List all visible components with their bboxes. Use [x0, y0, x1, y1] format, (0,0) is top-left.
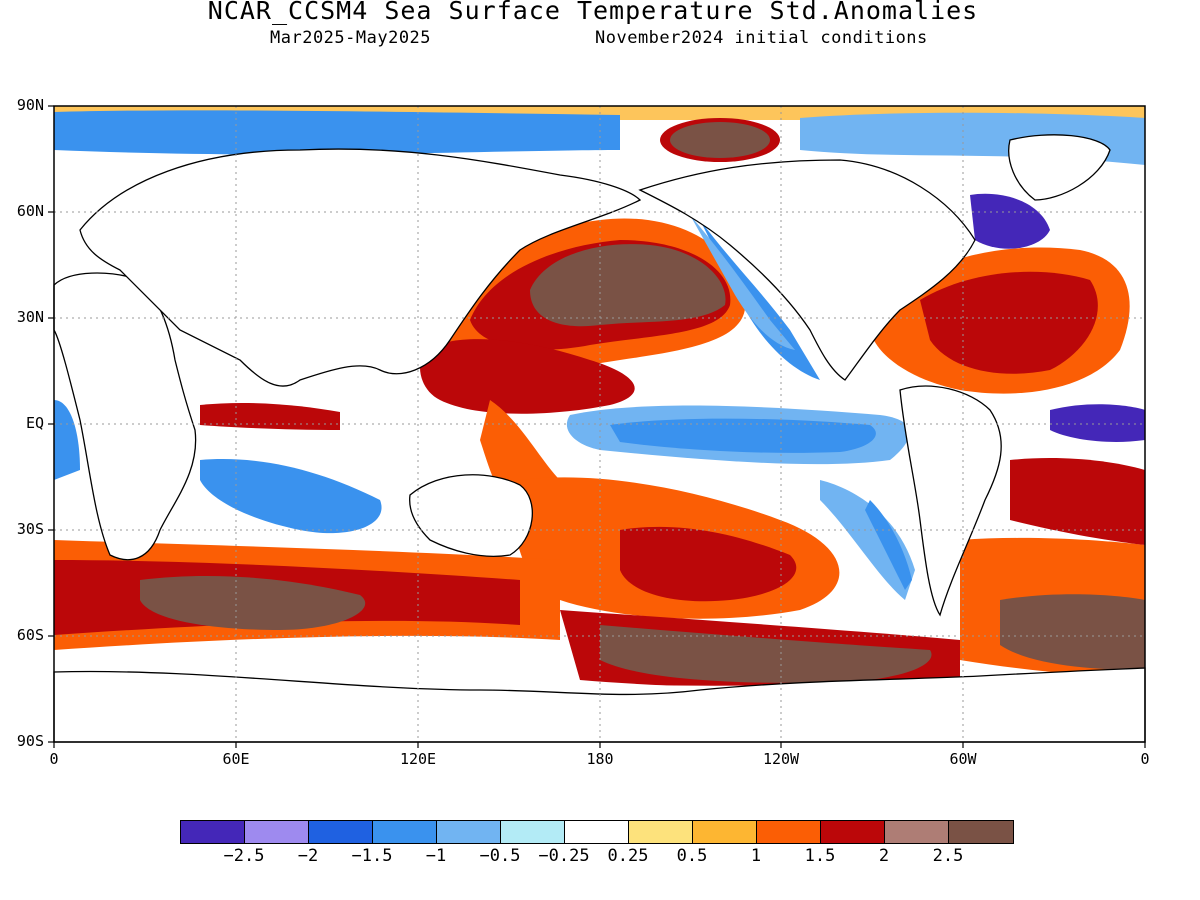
colorbar-label: 2 [878, 846, 890, 866]
colorbar-label: −1 [425, 846, 447, 866]
colorbar-swatch [501, 821, 565, 843]
colorbar-swatch [245, 821, 309, 843]
colorbar-swatch [373, 821, 437, 843]
colorbar-label: −0.25 [538, 846, 590, 866]
coastlines [53, 134, 1146, 743]
lat-label-eq: EQ [25, 414, 44, 432]
colorbar-swatch [629, 821, 693, 843]
colorbar-swatch [885, 821, 949, 843]
lon-label-0-end: 0 [1140, 750, 1150, 768]
colorbar-label: 0.25 [607, 846, 649, 866]
lat-label-60n: 60N [16, 202, 44, 220]
colorbar-label: −0.5 [479, 846, 521, 866]
map-title: NCAR_CCSM4 Sea Surface Temperature Std.A… [207, 0, 979, 25]
forecast-period: Mar2025-May2025 [270, 28, 432, 48]
colorbar-label: 0.5 [676, 846, 708, 866]
colorbar-swatch [437, 821, 501, 843]
colorbar-label: −1.5 [351, 846, 393, 866]
colorbar-swatch [565, 821, 629, 843]
colorbar-label: −2 [297, 846, 319, 866]
colorbar-swatch [309, 821, 373, 843]
colorbar-swatch [949, 821, 1013, 843]
lat-label-90n: 90N [16, 96, 44, 114]
graticule [54, 106, 1145, 742]
colorbar [180, 820, 1014, 844]
lon-label-60e: 60E [222, 750, 250, 768]
lat-label-30n: 30N [16, 308, 44, 326]
colorbar-swatch [181, 821, 245, 843]
lon-label-180: 180 [586, 750, 614, 768]
initial-conditions: November2024 initial conditions [595, 28, 928, 48]
colorbar-label: 1.5 [804, 846, 836, 866]
lon-label-60w: 60W [949, 750, 977, 768]
lon-label-120w: 120W [762, 750, 800, 768]
colorbar-swatch [757, 821, 821, 843]
axis-ticks [48, 105, 1146, 748]
colorbar-label: 1 [750, 846, 762, 866]
lat-label-30s: 30S [16, 520, 44, 538]
lat-label-60s: 60S [16, 626, 44, 644]
colorbar-swatch [693, 821, 757, 843]
lon-label-0: 0 [49, 750, 59, 768]
colorbar-label: 2.5 [932, 846, 964, 866]
lat-label-90s: 90S [16, 732, 44, 750]
colorbar-label: −2.5 [223, 846, 265, 866]
colorbar-swatch [821, 821, 885, 843]
lon-label-120e: 120E [399, 750, 437, 768]
